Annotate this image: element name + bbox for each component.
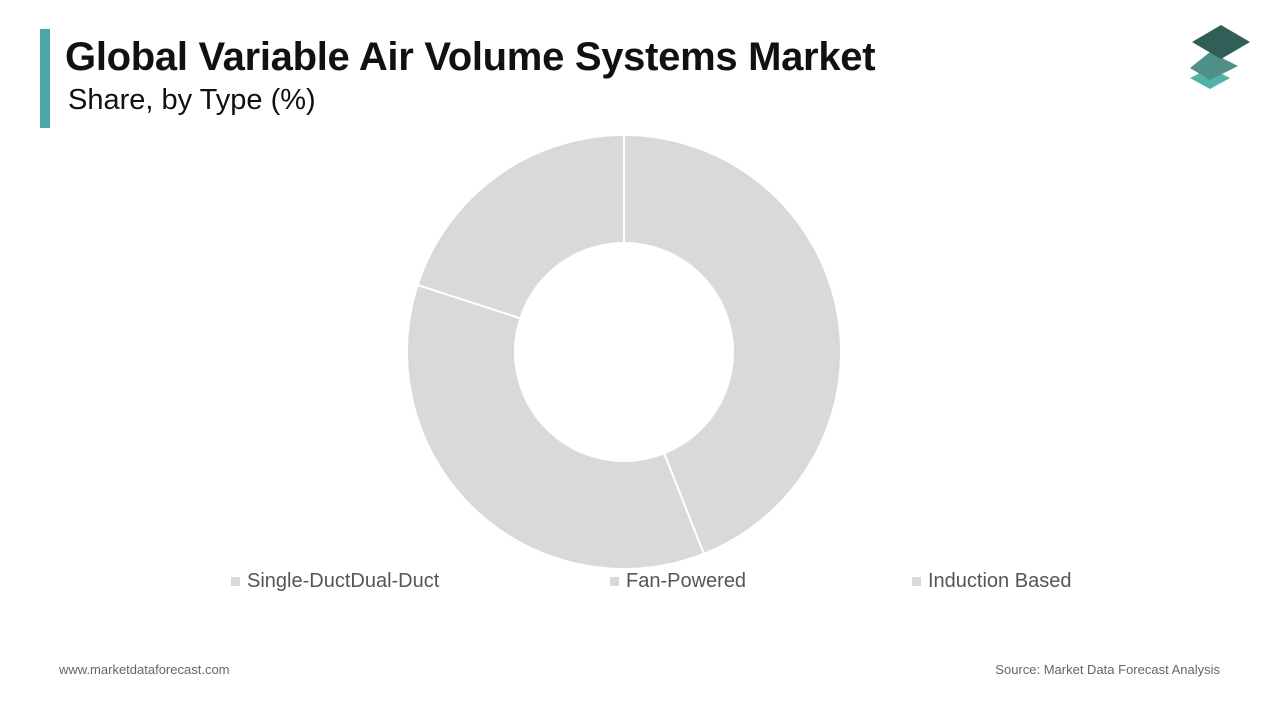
legend-swatch <box>610 577 619 586</box>
donut-slice-fan-powered <box>406 283 706 570</box>
stacked-layers-icon <box>1190 25 1250 89</box>
legend-label: Fan-Powered <box>626 570 747 592</box>
chart-subtitle: Share, by Type (%) <box>68 84 316 116</box>
donut-slice-single-ductdual-duct <box>623 133 842 556</box>
logo-layer-middle <box>1190 52 1238 80</box>
legend-swatch <box>231 577 240 586</box>
footer-source: Source: Market Data Forecast Analysis <box>995 662 1220 677</box>
legend-swatch <box>912 577 921 586</box>
logo-layer-top <box>1192 25 1250 59</box>
footer-website: www.marketdataforecast.com <box>59 662 230 677</box>
legend-item: Fan-Powered <box>610 570 746 593</box>
donut-slice-induction-based <box>416 133 625 320</box>
legend-label: Single-DuctDual-Duct <box>247 570 440 592</box>
legend-item: Single-DuctDual-Duct <box>231 570 439 593</box>
legend-label: Induction Based <box>928 570 1072 592</box>
title-accent-bar <box>40 29 50 128</box>
chart-title: Global Variable Air Volume Systems Marke… <box>65 35 876 79</box>
chart-legend: Single-DuctDual-Duct Fan-Powered Induction… <box>0 570 1280 598</box>
legend-item: Induction Based <box>912 570 1071 593</box>
